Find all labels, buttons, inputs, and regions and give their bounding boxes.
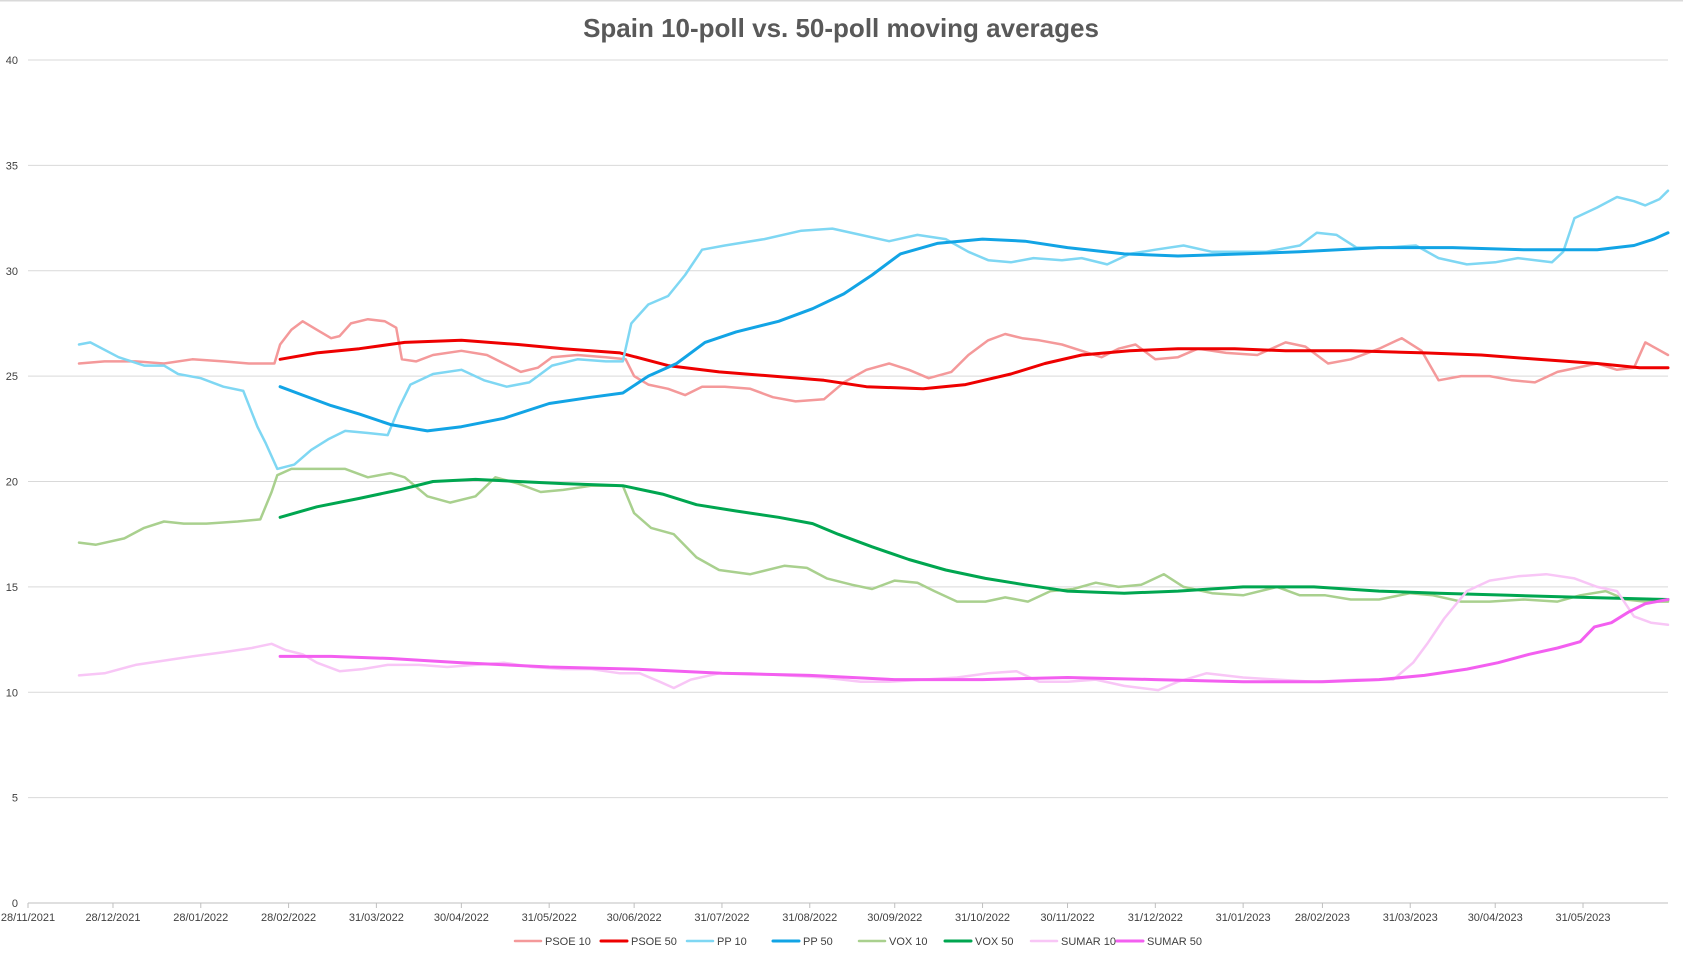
series-line-psoe-10: [77, 317, 1670, 403]
legend-label: SUMAR 10: [1061, 936, 1116, 948]
x-tick-label: 31/03/2023: [1383, 912, 1438, 924]
series-lines: [77, 189, 1670, 692]
x-tick-label: 31/07/2022: [694, 912, 749, 924]
axes: 0 5 10 15 20 25 30 35 40 28/11/2021 28/12/2021 28/0…: [1, 55, 1668, 924]
legend-label: PP 10: [717, 936, 747, 948]
top-border: [0, 0, 1683, 2]
x-tick-label: 30/11/2022: [1040, 912, 1094, 924]
y-tick-label: 20: [6, 477, 18, 489]
legend-label: PSOE 10: [545, 936, 591, 948]
chart-title: Spain 10-poll vs. 50-poll moving average…: [583, 13, 1099, 43]
x-tick-label: 28/11/2021: [1, 912, 55, 924]
series-line-pp-10: [77, 189, 1670, 471]
x-tick-label: 31/12/2022: [1128, 912, 1183, 924]
y-tick-label: 0: [12, 898, 18, 910]
legend-label: VOX 10: [889, 936, 928, 948]
y-tick-label: 10: [6, 687, 18, 699]
gridlines: [28, 59, 1668, 799]
series-line-psoe-50: [278, 338, 1670, 391]
x-tick-label: 28/01/2022: [173, 912, 228, 924]
legend-item: PP 50: [771, 936, 833, 948]
x-tick-label: 28/12/2021: [85, 912, 140, 924]
legend-label: VOX 50: [975, 936, 1014, 948]
y-tick-label: 25: [6, 371, 18, 383]
legend: PSOE 10 PSOE 50 PP 10 PP 50 VOX 10 VOX 50 SUMA…: [513, 936, 1202, 948]
y-tick-label: 5: [12, 793, 18, 805]
x-tick-label: 31/03/2022: [349, 912, 404, 924]
series-line-pp-50: [278, 231, 1670, 433]
legend-label: SUMAR 50: [1147, 936, 1202, 948]
x-tick-label: 31/08/2022: [782, 912, 837, 924]
x-tick-label: 31/05/2022: [522, 912, 577, 924]
x-tick-label: 28/02/2023: [1295, 912, 1350, 924]
legend-label: PSOE 50: [631, 936, 677, 948]
x-tick-label: 30/09/2022: [867, 912, 922, 924]
series-line-sumar-10: [77, 572, 1670, 692]
legend-label: PP 50: [803, 936, 833, 948]
legend-item: SUMAR 10: [1029, 936, 1116, 948]
x-tick-label: 31/01/2023: [1216, 912, 1271, 924]
legend-item: PP 10: [685, 936, 747, 948]
legend-item: VOX 50: [943, 936, 1014, 948]
x-tick-label: 28/02/2022: [261, 912, 316, 924]
y-tick-label: 15: [6, 582, 18, 594]
legend-item: PSOE 10: [513, 936, 591, 948]
series-line-vox-50: [278, 477, 1670, 601]
x-tick-label: 31/05/2023: [1555, 912, 1610, 924]
x-tick-label: 30/04/2022: [434, 912, 489, 924]
x-tick-label: 30/06/2022: [607, 912, 662, 924]
x-tick-label: 30/04/2023: [1468, 912, 1523, 924]
y-tick-label: 35: [6, 160, 18, 172]
y-tick-label: 40: [6, 55, 18, 67]
series-line-sumar-50: [278, 598, 1670, 684]
y-tick-label: 30: [6, 266, 18, 278]
legend-item: PSOE 50: [599, 936, 677, 948]
x-tick-label: 31/10/2022: [955, 912, 1010, 924]
series-line-vox-10: [77, 467, 1670, 603]
legend-item: VOX 10: [857, 936, 928, 948]
legend-item: SUMAR 50: [1115, 936, 1202, 948]
